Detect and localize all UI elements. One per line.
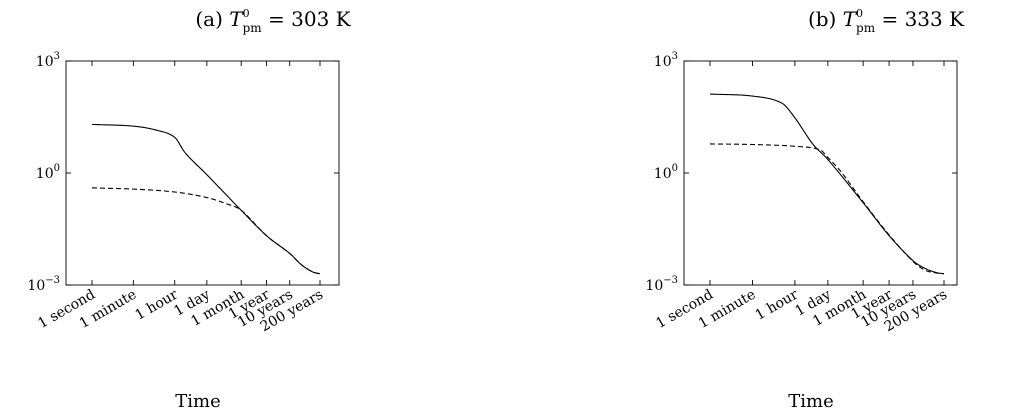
series-line-dashed bbox=[710, 144, 944, 274]
y-tick-label: 103 bbox=[36, 51, 60, 70]
y-tick-label-exponent: −3 bbox=[45, 275, 60, 286]
chart-title: (b) T0 pm = 333 K bbox=[808, 7, 965, 35]
plot-frame bbox=[66, 61, 339, 285]
y-tick-label-base: 10 bbox=[654, 166, 672, 182]
chart-title-superscript: 0 bbox=[856, 7, 863, 20]
y-tick-label-base: 10 bbox=[36, 54, 54, 70]
chart-title-subscript: pm bbox=[243, 21, 263, 35]
y-tick-label-exponent: −3 bbox=[663, 275, 678, 286]
y-tick-label-exponent: 3 bbox=[54, 51, 60, 62]
chart-title-suffix: = 333 K bbox=[875, 7, 965, 31]
y-tick-label-exponent: 0 bbox=[54, 163, 60, 174]
y-tick-label-base: 10 bbox=[36, 166, 54, 182]
chart-title-superscript: 0 bbox=[243, 7, 250, 20]
y-tick-label: 100 bbox=[36, 163, 60, 182]
x-axis-label: Time bbox=[175, 391, 220, 412]
y-tick-label-base: 10 bbox=[645, 278, 663, 294]
y-tick-label: 10−3 bbox=[27, 275, 60, 294]
y-tick-label-base: 10 bbox=[654, 54, 672, 70]
chart-title: (a) T0 pm = 303 K bbox=[195, 7, 351, 35]
y-tick-label: 100 bbox=[654, 163, 678, 182]
series-line-dashed bbox=[92, 188, 320, 274]
y-tick-label-exponent: 0 bbox=[672, 163, 678, 174]
chart-title-suffix: = 303 K bbox=[262, 7, 352, 31]
series-line-solid bbox=[710, 94, 944, 274]
chart-title-prefix: (a) bbox=[195, 7, 229, 31]
y-tick-label-exponent: 3 bbox=[672, 51, 678, 62]
y-tick-label-base: 10 bbox=[27, 278, 45, 294]
x-axis-label: Time bbox=[788, 391, 833, 412]
chart-title-subscript: pm bbox=[856, 21, 876, 35]
y-tick-label: 10−3 bbox=[645, 275, 678, 294]
y-tick-label: 103 bbox=[654, 51, 678, 70]
chart-title-prefix: (b) bbox=[808, 7, 843, 31]
series-line-solid bbox=[92, 124, 320, 273]
